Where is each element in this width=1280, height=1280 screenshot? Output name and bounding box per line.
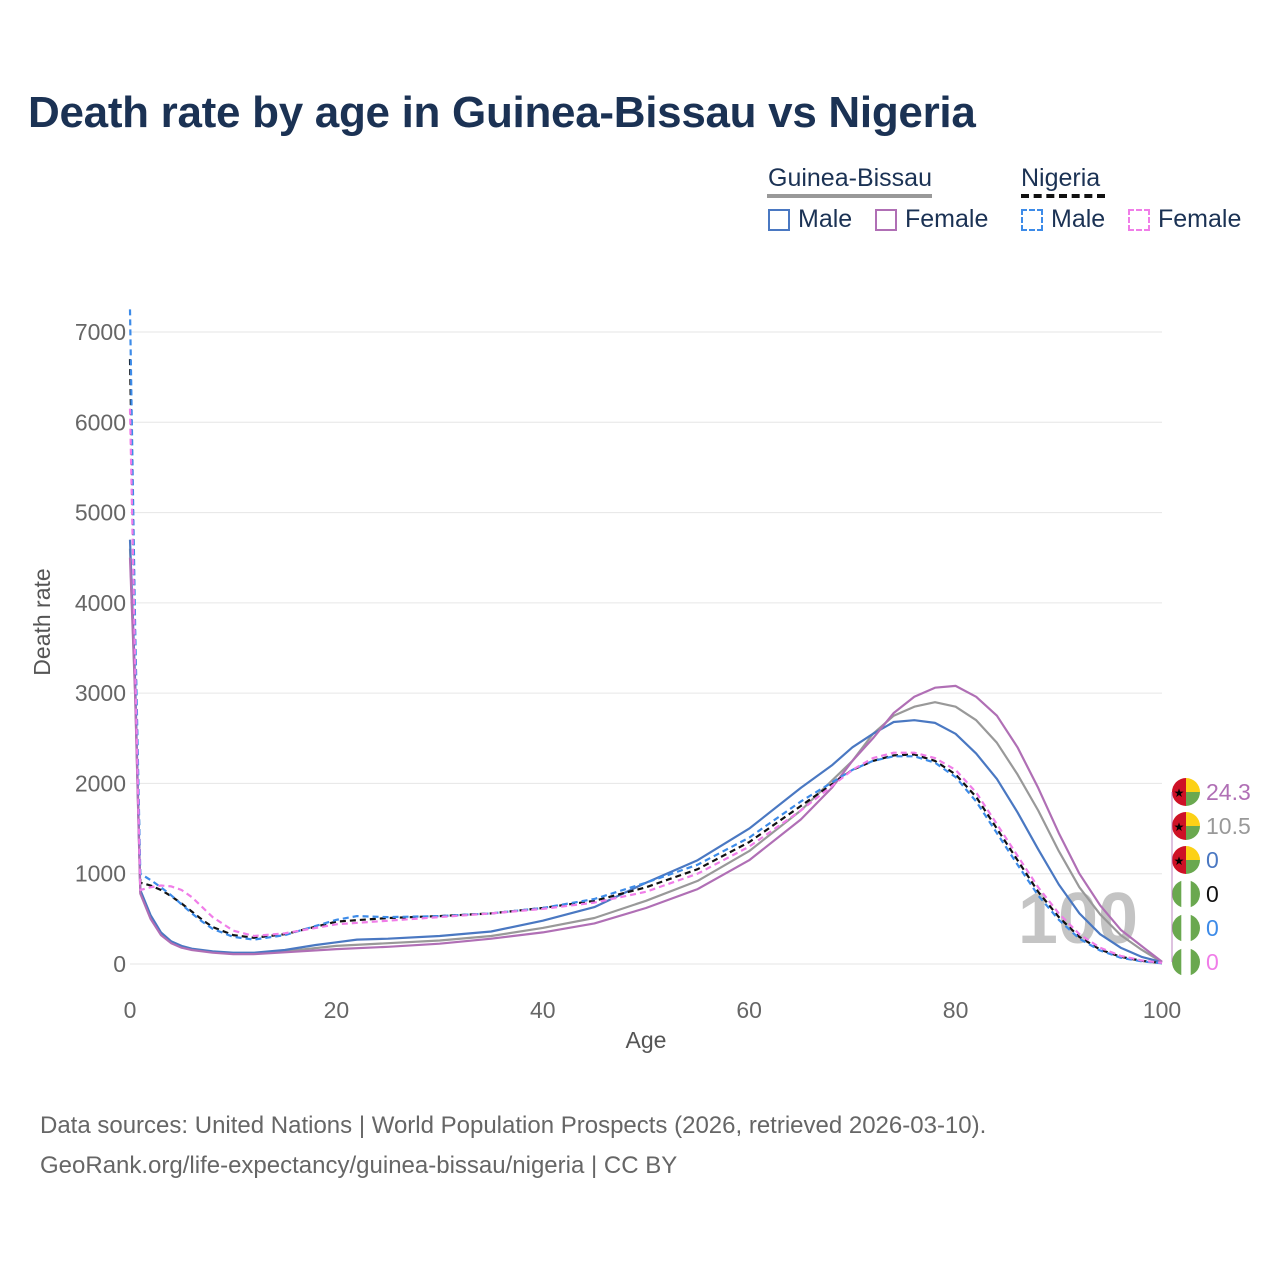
flag-gb-yellow xyxy=(1186,778,1200,792)
y-axis-label: Death rate xyxy=(29,568,55,675)
data-sources: Data sources: United Nations | World Pop… xyxy=(40,1106,986,1186)
y-tick-label: 0 xyxy=(113,951,126,977)
legend-swatch-gb-female xyxy=(875,208,897,231)
legend-label-gb-female: Female xyxy=(905,205,989,233)
series-line-nigeria-total[interactable] xyxy=(128,359,1163,965)
end-label-flag-0: ★ xyxy=(1172,778,1200,806)
legend-group-guinea-bissau: Guinea-Bissau xyxy=(768,164,932,192)
legend-underline-nigeria xyxy=(1021,194,1105,198)
end-label-value: 0 xyxy=(1206,881,1219,907)
legend-underline-guinea-bissau xyxy=(767,194,932,198)
series-line-guinea-bissau-female[interactable] xyxy=(128,557,1163,963)
x-tick-label: 40 xyxy=(530,997,556,1023)
x-tick-label: 60 xyxy=(736,997,762,1023)
x-tick-label: 100 xyxy=(1143,997,1181,1023)
end-label-value: 0 xyxy=(1206,847,1219,873)
series-line-nigeria-female[interactable] xyxy=(128,408,1163,964)
y-tick-label: 1000 xyxy=(75,861,126,887)
y-tick-label: 4000 xyxy=(75,590,126,616)
legend-item-gb-female[interactable]: Female xyxy=(875,205,988,234)
flag-gb-red xyxy=(1172,846,1186,874)
sources-line-2: GeoRank.org/life-expectancy/guinea-bissa… xyxy=(40,1152,678,1179)
x-axis-ticks: 0 20 40 60 80 100 xyxy=(124,997,1182,1023)
flag-gb-red xyxy=(1172,812,1186,840)
y-tick-label: 7000 xyxy=(75,319,126,345)
flag-gb-yellow xyxy=(1186,812,1200,826)
flag-ng-white xyxy=(1181,880,1191,908)
flag-ng-white xyxy=(1181,914,1191,942)
legend-label-ng-female: Female xyxy=(1158,205,1242,233)
x-tick-label: 80 xyxy=(943,997,969,1023)
end-label-value: 0 xyxy=(1206,949,1219,975)
flag-ng-white xyxy=(1181,948,1191,976)
flag-gb-green xyxy=(1186,792,1200,806)
x-tick-label: 20 xyxy=(324,997,350,1023)
end-label-value: 0 xyxy=(1206,915,1219,941)
end-label-flag-1: ★ xyxy=(1172,812,1200,840)
y-tick-label: 5000 xyxy=(75,500,126,526)
y-tick-label: 3000 xyxy=(75,680,126,706)
end-label-value: 24.3 xyxy=(1206,779,1251,805)
legend-swatch-gb-male xyxy=(768,208,790,231)
legend-swatch-ng-female xyxy=(1128,208,1150,231)
legend-swatch-ng-male xyxy=(1021,208,1043,231)
y-axis-ticks: 0 1000 2000 3000 4000 5000 6000 7000 xyxy=(75,319,126,977)
flag-gb-yellow xyxy=(1186,846,1200,860)
chart-title: Death rate by age in Guinea-Bissau vs Ni… xyxy=(28,88,976,137)
flag-star-icon: ★ xyxy=(1174,786,1185,800)
sources-line-1: Data sources: United Nations | World Pop… xyxy=(40,1112,987,1139)
series-line-nigeria-male[interactable] xyxy=(128,309,1163,965)
x-axis-label: Age xyxy=(626,1027,667,1053)
x-tick-label: 0 xyxy=(124,997,137,1023)
flag-gb-red xyxy=(1172,778,1186,806)
flag-star-icon: ★ xyxy=(1174,854,1185,868)
series-line-guinea-bissau-male[interactable] xyxy=(128,539,1163,964)
legend-label-ng-male: Male xyxy=(1051,205,1106,233)
end-label-flag-3 xyxy=(1172,880,1200,908)
series-lines xyxy=(128,309,1163,965)
y-tick-label: 6000 xyxy=(75,409,126,435)
legend-item-ng-male[interactable]: Male xyxy=(1021,205,1105,234)
legend-item-ng-female[interactable]: Female xyxy=(1128,205,1241,234)
end-label-flag-2: ★ xyxy=(1172,846,1200,874)
y-tick-label: 2000 xyxy=(75,770,126,796)
legend-group-nigeria: Nigeria xyxy=(1021,164,1101,192)
legend-label-gb-male: Male xyxy=(798,205,853,233)
legend-item-gb-male[interactable]: Male xyxy=(768,205,852,234)
flag-star-icon: ★ xyxy=(1174,820,1185,834)
flag-gb-green xyxy=(1186,860,1200,874)
end-label-flag-5 xyxy=(1172,948,1200,976)
end-labels: ★ 24.3 ★ 10.5 ★ 0 0 0 0 xyxy=(1171,778,1251,976)
grid-lines xyxy=(130,331,1162,965)
flag-gb-green xyxy=(1186,826,1200,840)
end-label-value: 10.5 xyxy=(1206,813,1251,839)
series-line-guinea-bissau-total[interactable] xyxy=(128,548,1163,964)
end-label-flag-4 xyxy=(1172,914,1200,942)
